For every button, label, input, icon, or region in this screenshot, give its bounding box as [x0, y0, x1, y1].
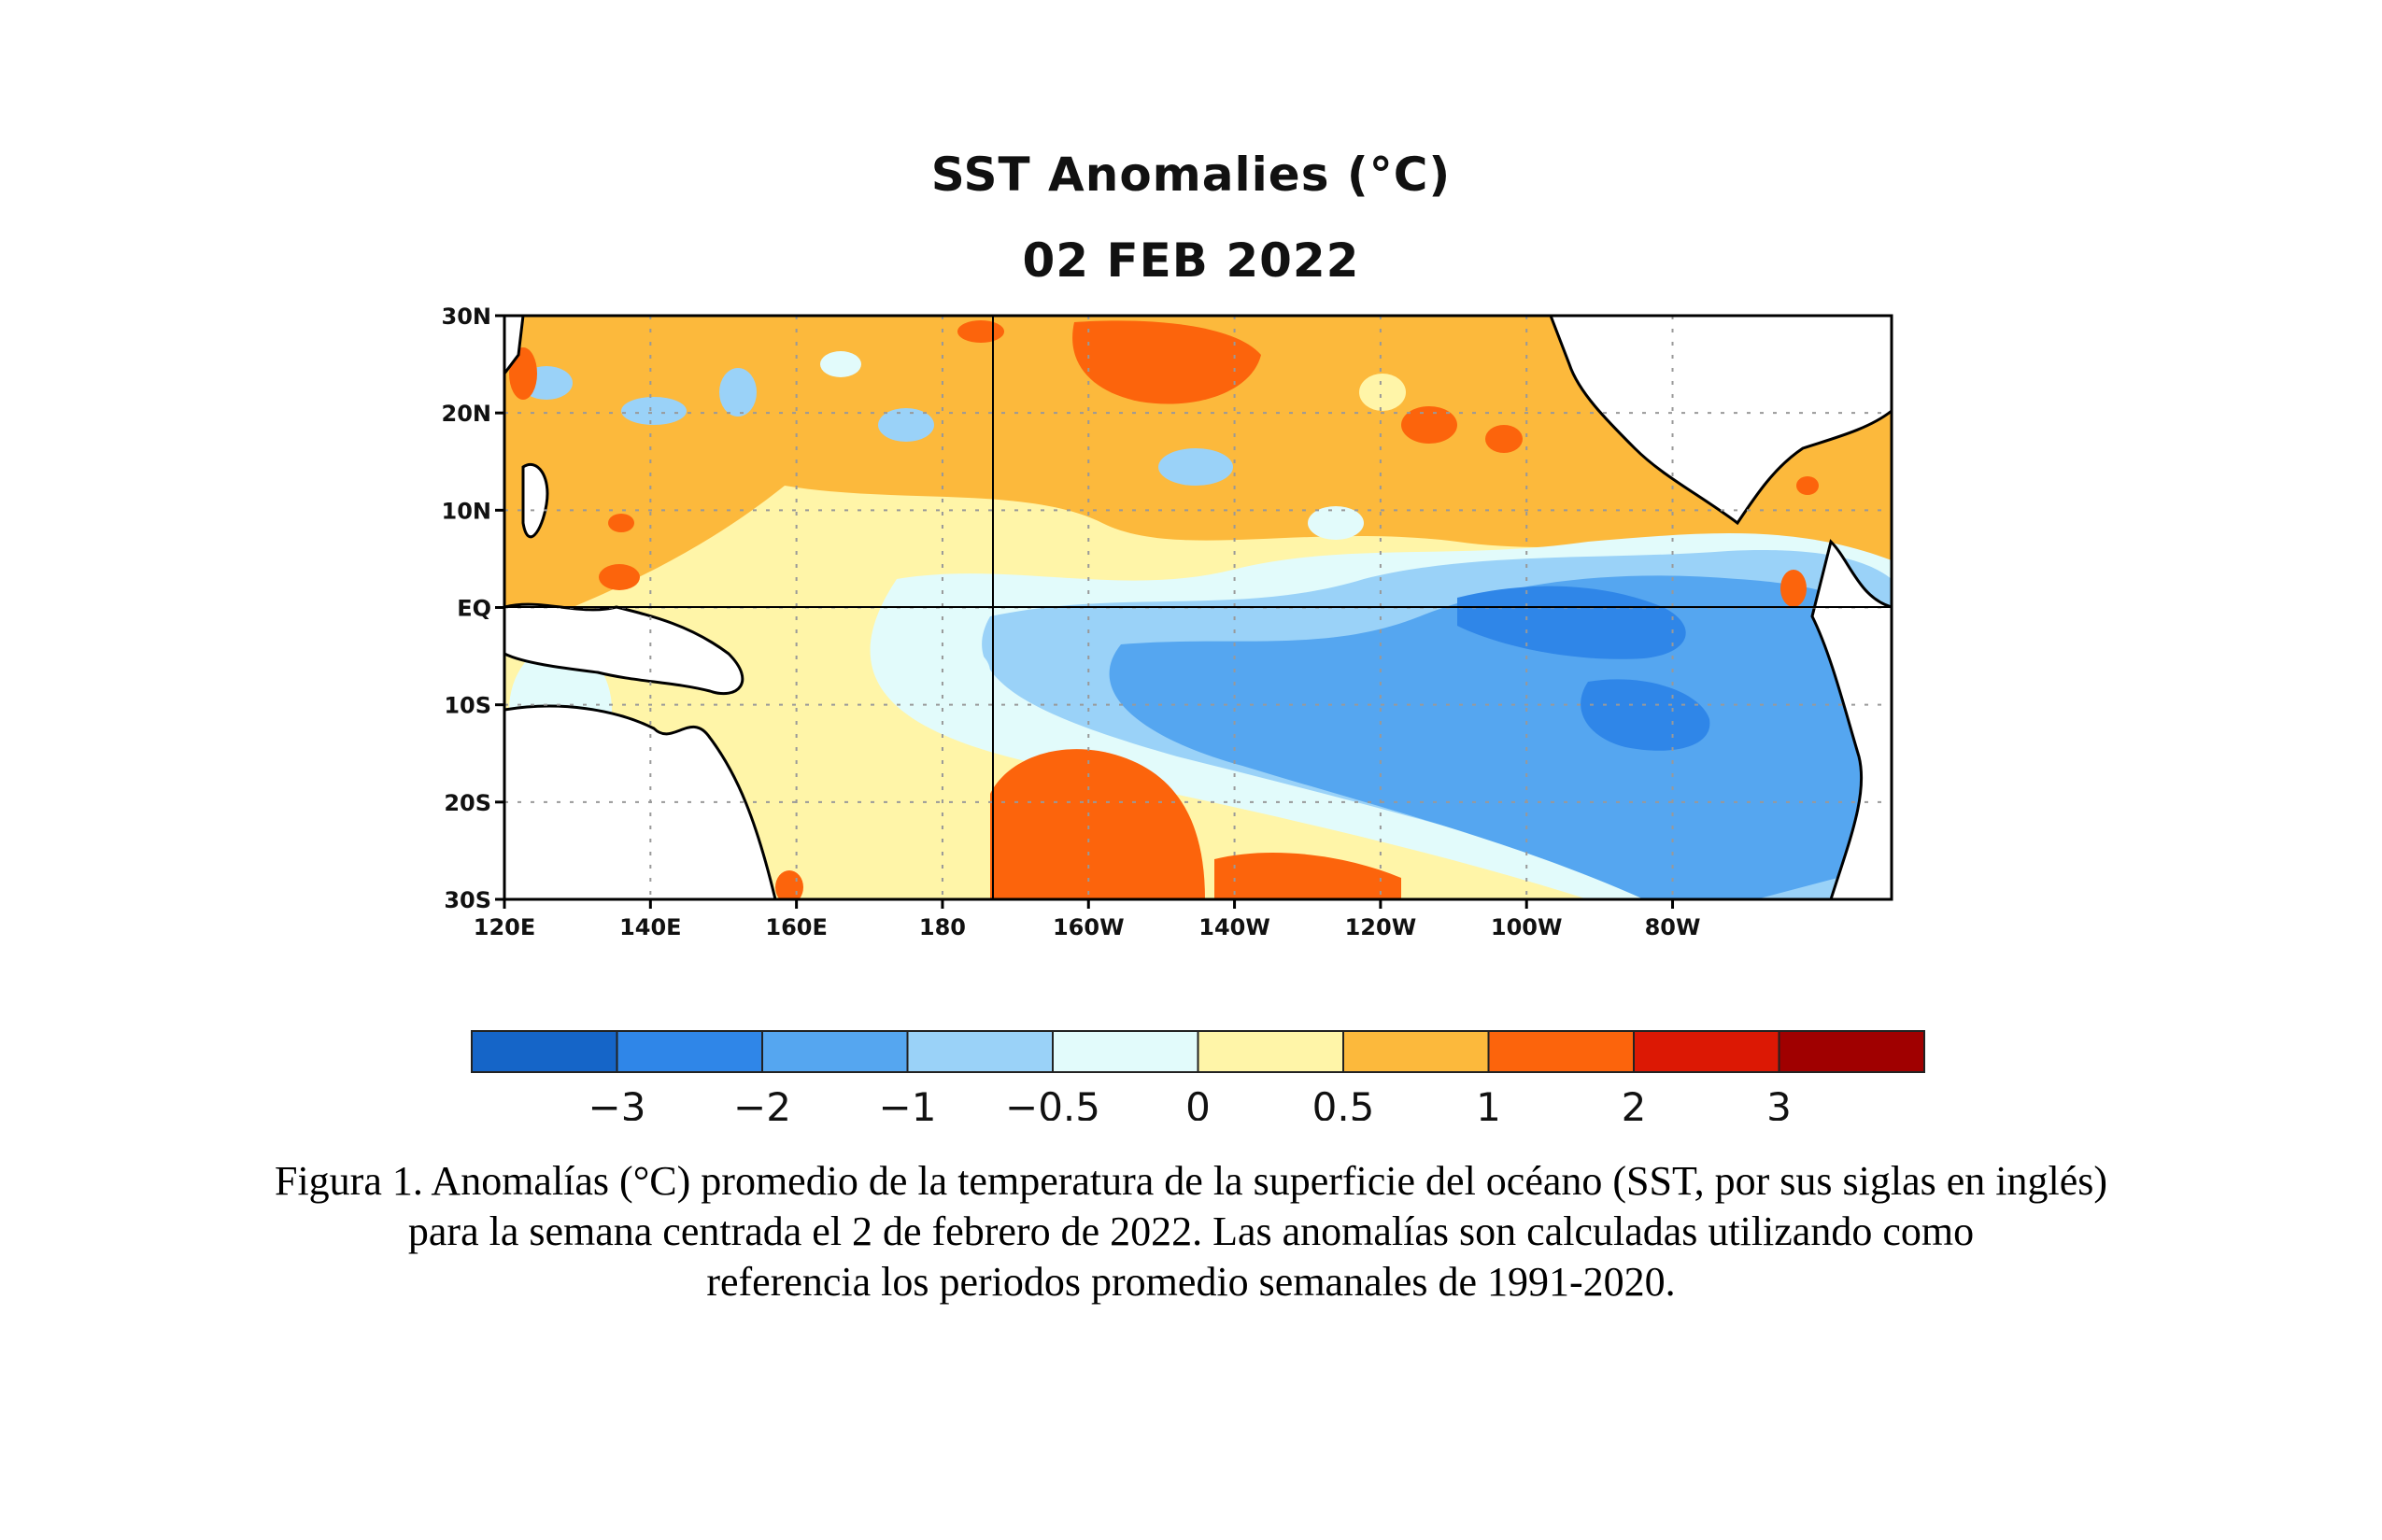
colorbar-swatch: [761, 1030, 909, 1073]
lon-tick-label: 160E: [765, 914, 828, 940]
anomaly-region: [1401, 406, 1457, 444]
lat-tick-label: 30N: [442, 304, 491, 330]
land-south-america: [1810, 539, 1892, 899]
colorbar-tick-label: 3: [1766, 1084, 1792, 1121]
anomaly-region: [1457, 586, 1686, 659]
colorbar-tick-label: −2: [733, 1084, 791, 1121]
anomaly-region: [878, 408, 934, 442]
colorbar-tick-label: −0.5: [1005, 1084, 1100, 1121]
lat-tick-label: 20N: [442, 401, 491, 427]
land-australia: [504, 704, 777, 899]
colorbar-swatch: [1197, 1030, 1344, 1073]
caption-line-2: para la semana centrada el 2 de febrero …: [407, 1208, 1975, 1254]
anomaly-region: [509, 347, 537, 400]
anomaly-region: [608, 514, 634, 532]
colorbar-tick-label: 2: [1622, 1084, 1647, 1121]
lon-tick-label: 80W: [1645, 914, 1701, 940]
map-title: SST Anomalies (°C): [930, 148, 1452, 202]
lon-tick-label: 100W: [1491, 914, 1563, 940]
land-new-guinea: [504, 602, 744, 696]
anomaly-field: [504, 316, 1892, 899]
colorbar-swatch: [1633, 1030, 1780, 1073]
anomaly-region: [1485, 425, 1523, 453]
anomaly-region: [1072, 320, 1261, 404]
anomaly-region: [1158, 448, 1233, 486]
colorbar-swatch: [906, 1030, 1054, 1073]
colorbar-swatch: [1487, 1030, 1635, 1073]
sst-anomaly-map: 30N 20N 10N EQ 10S 20S 30S 120E 140E 160E 180 160W…: [442, 304, 1925, 1121]
lat-tick-label: 20S: [444, 790, 491, 816]
colorbar-swatch: [1052, 1030, 1199, 1073]
anomaly-region: [957, 320, 1004, 343]
anomaly-region: [621, 397, 687, 425]
colorbar-swatch: [1342, 1030, 1490, 1073]
caption-line-1: Figura 1. Anomalías (°C) promedio de la …: [274, 1158, 2108, 1204]
lon-tick-label: 160W: [1053, 914, 1125, 940]
colorbar-tick-label: 0: [1185, 1084, 1211, 1121]
lon-tick-label: 120E: [474, 914, 536, 940]
colorbar-swatch: [471, 1030, 618, 1073]
anomaly-region: [1581, 679, 1710, 751]
anomaly-region: [1109, 575, 1878, 899]
colorbar-swatch: [1778, 1030, 1925, 1073]
map-date: 02 FEB 2022: [1022, 233, 1360, 288]
anomaly-region: [990, 749, 1205, 899]
latitude-axis: 30N 20N 10N EQ 10S 20S 30S: [442, 304, 504, 913]
colorbar-tick-label: 1: [1476, 1084, 1501, 1121]
colorbar-tick-label: −1: [879, 1084, 937, 1121]
figure-caption: Figura 1. Anomalías (°C) promedio de la …: [131, 1156, 2251, 1307]
colorbar-swatch: [616, 1030, 763, 1073]
land-asia: [504, 316, 525, 376]
anomaly-region: [1308, 506, 1364, 540]
lon-tick-label: 120W: [1345, 914, 1417, 940]
lat-tick-label: 10N: [442, 498, 491, 524]
land-north-america: [1549, 316, 1892, 526]
colorbar: −3 −2 −1 −0.5 0 0.5 1 2 3: [471, 1030, 1925, 1121]
land-philippines: [521, 463, 549, 539]
colorbar-tick-label: −3: [588, 1084, 646, 1121]
lon-tick-label: 180: [919, 914, 966, 940]
lat-tick-label: EQ: [457, 596, 491, 622]
anomaly-region: [915, 644, 990, 700]
colorbar-tick-label: 0.5: [1312, 1084, 1375, 1121]
anomaly-region: [1214, 852, 1401, 899]
anomaly-region: [719, 368, 757, 417]
anomaly-region: [1780, 570, 1807, 607]
land-masses: [504, 316, 1892, 899]
anomaly-region: [599, 564, 640, 590]
lon-tick-label: 140E: [619, 914, 682, 940]
longitude-axis: 120E 140E 160E 180 160W 140W 120W 100W 80W: [474, 899, 1701, 940]
lon-tick-label: 140W: [1198, 914, 1270, 940]
lat-tick-label: 10S: [444, 693, 491, 719]
anomaly-region: [1796, 476, 1819, 495]
anomaly-region: [820, 351, 861, 377]
caption-line-3: referencia los periodos promedio semanal…: [706, 1259, 1676, 1305]
anomaly-region: [1359, 374, 1406, 411]
lat-tick-label: 30S: [444, 887, 491, 913]
